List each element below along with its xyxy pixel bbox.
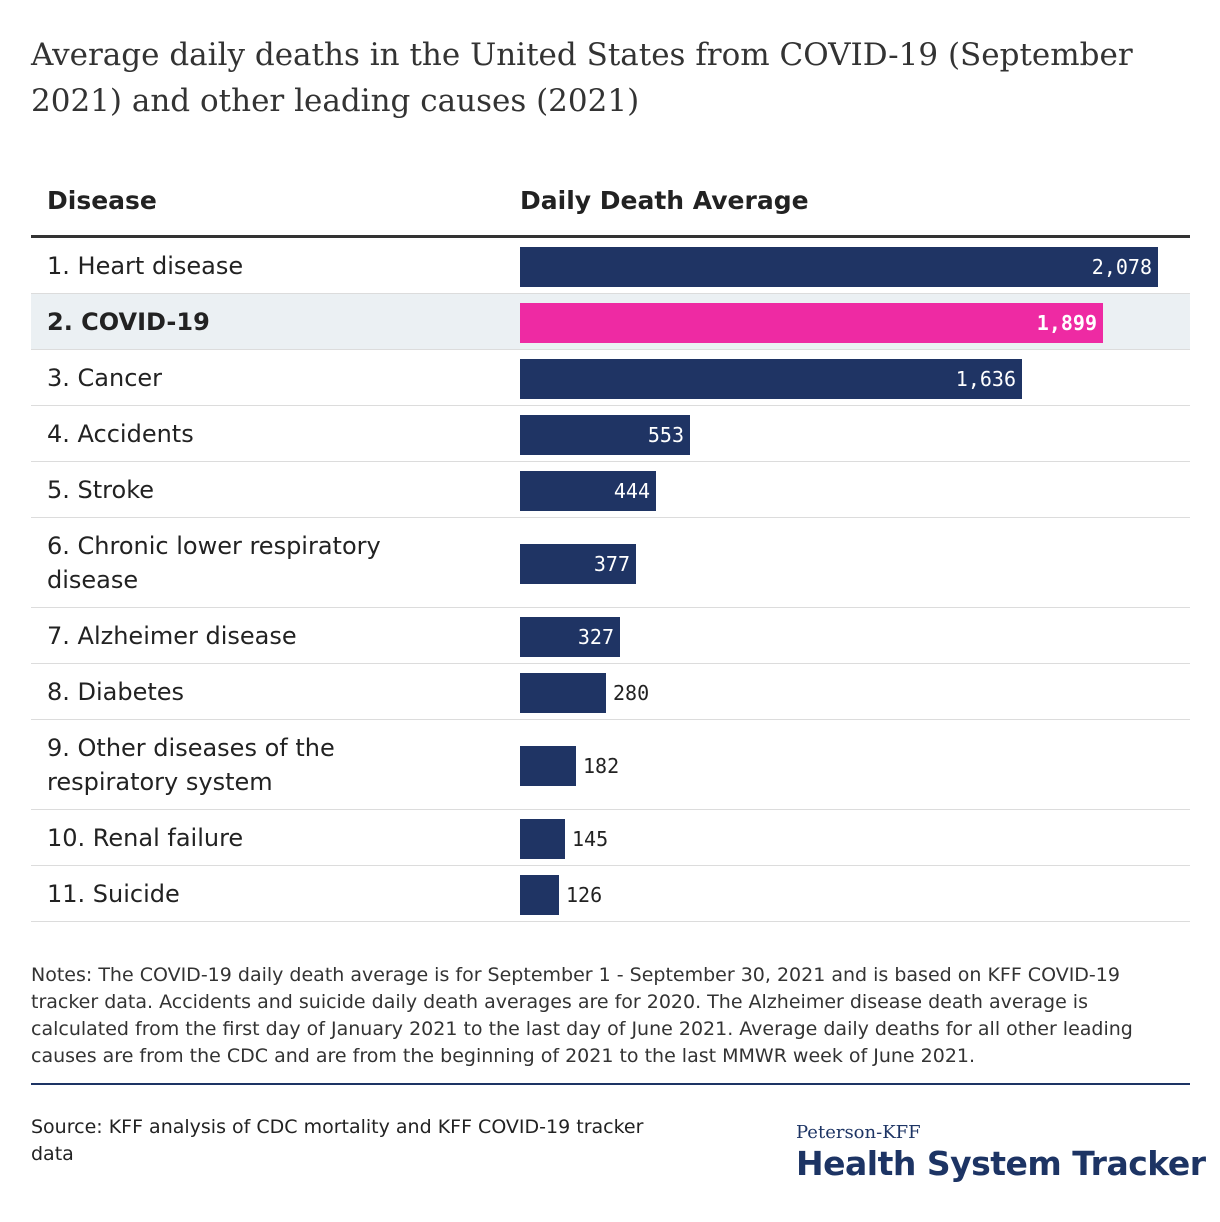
value-label: 2,078 xyxy=(1091,255,1152,279)
bar xyxy=(520,359,1022,399)
row-label: 9. Other diseases of the respiratory sys… xyxy=(47,734,335,796)
row-label: 4. Accidents xyxy=(47,420,194,448)
table-row: 11. Suicide 126 xyxy=(31,866,1190,922)
value-label: 182 xyxy=(583,754,620,778)
bar xyxy=(520,746,576,786)
value-label: 1,636 xyxy=(955,367,1016,391)
row-label: 11. Suicide xyxy=(47,880,180,908)
bar xyxy=(520,247,1158,287)
bar xyxy=(520,875,559,915)
chart-source: Source: KFF analysis of CDC mortality an… xyxy=(31,1116,644,1165)
table-row: 5. Stroke 444 xyxy=(31,462,1190,518)
bar xyxy=(520,415,690,455)
row-label: 3. Cancer xyxy=(47,364,163,392)
bar xyxy=(520,544,636,584)
bar xyxy=(520,673,606,713)
table-row: 10. Renal failure 145 xyxy=(31,810,1190,866)
table-row: 8. Diabetes 280 xyxy=(31,664,1190,720)
logo-peterson-kff: Peterson-KFF xyxy=(796,1122,921,1143)
row-label: 8. Diabetes xyxy=(47,678,185,706)
value-label: 444 xyxy=(613,479,650,503)
table-row: 4. Accidents 553 xyxy=(31,406,1190,462)
table-row: 1. Heart disease 2,078 xyxy=(31,238,1190,294)
row-label: 6. Chronic lower respiratory disease xyxy=(47,532,381,594)
value-label: 553 xyxy=(647,423,684,447)
chart-notes: Notes: The COVID-19 daily death average … xyxy=(31,964,1133,1067)
row-label: 2. COVID-19 xyxy=(47,308,210,336)
value-label: 126 xyxy=(566,883,603,907)
disease-column-header: Disease xyxy=(47,186,157,215)
value-column-header: Daily Death Average xyxy=(520,186,809,215)
header-rule xyxy=(31,235,1190,238)
table-row: 2. COVID-19 1,899 xyxy=(31,294,1190,350)
footer-rule xyxy=(31,1083,1190,1085)
chart-title: Average daily deaths in the United State… xyxy=(31,37,1133,119)
row-label: 1. Heart disease xyxy=(47,252,244,280)
table-row: 3. Cancer 1,636 xyxy=(31,350,1190,406)
value-label: 377 xyxy=(593,552,630,576)
table-row: 7. Alzheimer disease 327 xyxy=(31,608,1190,664)
value-label: 280 xyxy=(613,681,650,705)
row-label: 5. Stroke xyxy=(47,476,155,504)
value-label: 1,899 xyxy=(1036,311,1097,335)
value-label: 145 xyxy=(572,827,609,851)
table-row: 6. Chronic lower respiratory disease 377 xyxy=(31,518,1190,608)
bar xyxy=(520,617,620,657)
row-label: 10. Renal failure xyxy=(47,824,244,852)
table-row: 9. Other diseases of the respiratory sys… xyxy=(31,720,1190,810)
bar xyxy=(520,303,1103,343)
logo-health-system-tracker: Health System Tracker xyxy=(796,1144,1206,1183)
bar xyxy=(520,819,565,859)
bar xyxy=(520,471,656,511)
row-label: 7. Alzheimer disease xyxy=(47,622,297,650)
value-label: 327 xyxy=(577,625,614,649)
